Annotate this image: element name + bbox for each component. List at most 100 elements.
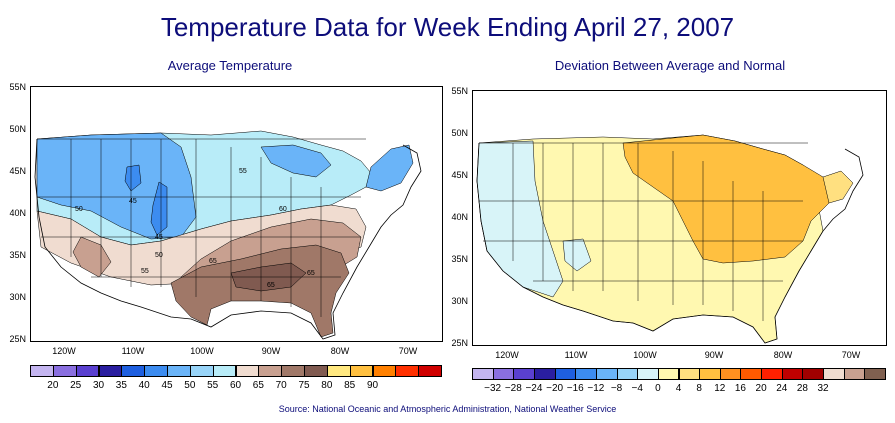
coastline xyxy=(34,138,422,340)
legend-swatch xyxy=(678,368,701,380)
legend-label: 12 xyxy=(714,383,726,394)
legend-swatch xyxy=(372,365,397,377)
legend-label: −24 xyxy=(525,383,543,394)
right-lon-label: 90W xyxy=(704,350,724,360)
deviation-region-8 xyxy=(622,134,839,264)
deviation-legend: −32 −28 −24 −20 −16 −12 −8 −4 0 4 8 12 16 20 24 28 32 xyxy=(472,368,886,398)
right-lat-label: 25N xyxy=(451,338,468,348)
legend-label: −20 xyxy=(546,383,564,394)
legend-label: 25 xyxy=(70,380,82,391)
right-lat-label: 30N xyxy=(451,296,468,306)
temp-region-50 xyxy=(365,144,414,192)
legend-swatch xyxy=(740,368,763,380)
legend-label: 4 xyxy=(675,383,682,394)
legend-label: 16 xyxy=(734,383,746,394)
legend-swatch xyxy=(144,365,168,377)
right-lat-label: 40N xyxy=(451,212,468,222)
right-lat-label: 50N xyxy=(451,128,468,138)
legend-label: −8 xyxy=(610,383,623,394)
legend-label: 60 xyxy=(229,380,242,391)
legend-label: 90 xyxy=(366,380,379,391)
legend-swatch xyxy=(575,368,597,380)
legend-swatch xyxy=(52,365,77,377)
legend-swatch xyxy=(802,368,825,380)
left-lat-label: 55N xyxy=(9,82,26,92)
legend-label: 55 xyxy=(207,380,219,391)
left-lon-label: 90W xyxy=(261,346,281,356)
legend-swatch xyxy=(492,368,515,380)
legend-swatch xyxy=(637,368,659,380)
legend-label: −4 xyxy=(631,383,643,394)
left-lat-label: 35N xyxy=(9,250,26,260)
contour-label: 45 xyxy=(129,198,137,205)
legend-swatch xyxy=(30,365,54,377)
contour-label: 65 xyxy=(209,258,217,265)
temp-region-45 xyxy=(124,164,142,192)
left-lat-label: 30N xyxy=(9,292,26,302)
state-boundaries xyxy=(479,142,808,321)
legend-label: 20 xyxy=(47,380,59,391)
right-map-subtitle: Deviation Between Average and Normal xyxy=(554,58,786,73)
legend-label: −32 xyxy=(484,383,502,394)
legend-label: 28 xyxy=(796,383,808,394)
legend-swatch xyxy=(281,365,305,377)
left-lat-label: 45N xyxy=(9,166,26,176)
legend-swatch xyxy=(98,365,123,377)
right-map xyxy=(472,90,887,346)
legend-swatch xyxy=(212,365,237,377)
contour-label: 65 xyxy=(267,282,275,289)
right-lat-label: 35N xyxy=(451,254,468,264)
legend-label: −28 xyxy=(504,383,522,394)
legend-swatch xyxy=(657,368,680,380)
right-lon-label: 100W xyxy=(633,350,657,360)
contour-label: 65 xyxy=(307,270,315,277)
legend-swatch xyxy=(719,368,742,380)
legend-swatch xyxy=(75,365,100,377)
legend-label: 45 xyxy=(161,380,173,391)
legend-label: −12 xyxy=(587,383,605,394)
right-lon-label: 80W xyxy=(773,350,793,360)
temperature-deviation-map xyxy=(476,134,864,344)
legend-swatch xyxy=(843,368,866,380)
contour-label: 60 xyxy=(279,206,287,213)
legend-swatch xyxy=(761,368,783,380)
legend-label: 8 xyxy=(696,383,702,394)
legend-label: 80 xyxy=(321,380,333,391)
legend-swatch xyxy=(472,368,494,380)
legend-label: 35 xyxy=(115,380,127,391)
contour-label: 55 xyxy=(239,168,247,175)
legend-swatch xyxy=(699,368,721,380)
left-lon-label: 110W xyxy=(121,346,145,356)
state-boundaries xyxy=(37,138,366,317)
avg-temperature-legend: 20 25 30 35 40 45 50 55 60 65 70 75 80 85 90 xyxy=(30,365,442,395)
legend-swatch xyxy=(533,368,556,380)
temp-region-50 xyxy=(260,144,332,178)
right-lat-label: 55N xyxy=(451,86,468,96)
deviation-region-4 xyxy=(822,170,854,204)
contour-label: 50 xyxy=(155,252,163,259)
left-lon-label: 100W xyxy=(190,346,214,356)
left-map: 50 45 45 50 55 55 60 65 65 65 xyxy=(30,86,443,342)
legend-label: 32 xyxy=(817,383,829,394)
legend-swatch xyxy=(513,368,535,380)
left-lat-label: 40N xyxy=(9,208,26,218)
right-lon-label: 120W xyxy=(495,350,519,360)
left-lat-label: 50N xyxy=(9,124,26,134)
legend-label: 70 xyxy=(275,380,287,391)
legend-swatch xyxy=(121,365,146,377)
legend-label: 40 xyxy=(138,380,150,391)
coastline xyxy=(476,142,864,344)
contour-label: 50 xyxy=(75,206,83,213)
legend-swatch xyxy=(823,368,845,380)
legend-swatch xyxy=(395,365,420,377)
right-lat-label: 45N xyxy=(451,170,468,180)
avg-temperature-map: 50 45 45 50 55 55 60 65 65 65 xyxy=(34,130,422,340)
legend-swatch xyxy=(864,368,886,380)
deviation-region-0 xyxy=(562,238,592,272)
legend-swatch xyxy=(349,365,374,377)
left-lon-label: 120W xyxy=(52,346,76,356)
legend-swatch xyxy=(595,368,618,380)
legend-swatch xyxy=(418,365,442,377)
legend-swatch xyxy=(781,368,804,380)
legend-swatch xyxy=(326,365,351,377)
